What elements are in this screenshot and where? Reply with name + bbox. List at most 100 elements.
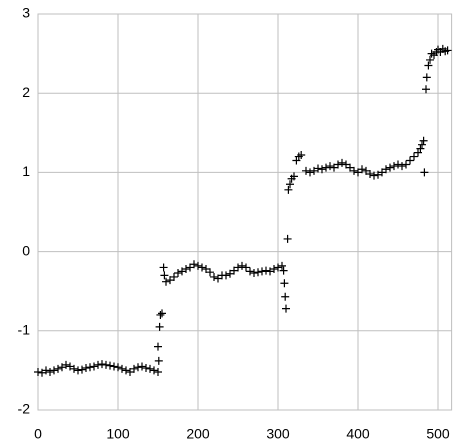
x-tick-label: 400 <box>346 426 370 442</box>
point <box>443 46 452 55</box>
point <box>159 263 168 272</box>
point <box>142 364 150 373</box>
x-tick-label: 0 <box>34 426 42 442</box>
point <box>306 168 314 177</box>
point <box>154 356 163 365</box>
point <box>410 152 418 161</box>
point <box>170 272 178 281</box>
point <box>206 268 214 277</box>
point <box>274 263 282 272</box>
point <box>318 165 326 174</box>
point <box>284 185 293 194</box>
point <box>42 366 50 375</box>
point <box>34 367 42 376</box>
point <box>297 150 306 159</box>
point <box>154 342 162 351</box>
point <box>282 304 290 313</box>
point <box>290 172 298 181</box>
point <box>402 160 410 169</box>
point <box>190 260 198 269</box>
point <box>262 266 270 275</box>
point <box>419 136 428 145</box>
point <box>338 158 346 167</box>
point <box>280 279 289 288</box>
point <box>158 309 166 318</box>
point <box>110 362 118 371</box>
point <box>416 144 425 153</box>
point <box>422 85 430 94</box>
point <box>90 362 98 371</box>
y-tick-label: -2 <box>18 401 31 417</box>
point <box>314 164 322 173</box>
point <box>46 367 54 376</box>
point <box>422 73 431 82</box>
point <box>238 261 246 270</box>
point <box>426 55 434 64</box>
point <box>210 272 218 281</box>
point <box>82 364 90 373</box>
point <box>94 360 102 369</box>
point <box>86 363 94 372</box>
plot-border <box>37 13 453 411</box>
point <box>122 366 130 375</box>
point <box>279 266 288 275</box>
point <box>398 162 406 171</box>
point <box>234 263 242 272</box>
point <box>162 277 170 286</box>
point <box>270 265 278 274</box>
point <box>146 364 154 373</box>
point <box>182 265 190 274</box>
point <box>222 271 230 280</box>
point <box>70 364 78 373</box>
point <box>174 268 182 277</box>
point <box>302 166 310 175</box>
point <box>50 366 58 375</box>
point <box>150 366 158 375</box>
point <box>283 234 292 243</box>
point <box>118 364 126 373</box>
x-tick-label: 100 <box>106 426 130 442</box>
point <box>326 162 334 171</box>
point <box>130 364 138 373</box>
point <box>102 360 110 369</box>
x-tick-label: 200 <box>186 426 210 442</box>
point <box>62 360 70 369</box>
y-tick-label: -1 <box>18 322 31 338</box>
x-tick-label: 500 <box>426 426 450 442</box>
point <box>54 364 62 373</box>
y-tick-label: 3 <box>22 5 30 21</box>
point <box>250 268 258 277</box>
point <box>406 156 414 165</box>
point <box>246 267 254 276</box>
point <box>254 268 262 277</box>
point <box>242 263 250 272</box>
point <box>334 160 342 169</box>
y-tick-label: 2 <box>22 84 30 100</box>
point <box>258 267 266 276</box>
x-tick-label: 300 <box>266 426 290 442</box>
point <box>154 367 162 376</box>
point <box>194 261 202 270</box>
point <box>134 363 142 372</box>
point <box>420 168 429 177</box>
point <box>390 162 398 171</box>
point <box>198 263 206 272</box>
point <box>106 361 114 370</box>
point <box>394 160 402 169</box>
point <box>286 180 294 189</box>
point <box>155 322 164 331</box>
point <box>366 169 374 178</box>
y-tick-label: 1 <box>22 163 30 179</box>
y-tick-label: 0 <box>22 242 30 258</box>
point <box>78 365 86 374</box>
point <box>418 140 426 149</box>
point <box>138 362 146 371</box>
point <box>350 166 358 175</box>
point <box>358 165 366 174</box>
point <box>278 261 286 270</box>
point <box>114 363 122 372</box>
point <box>382 165 390 174</box>
point <box>386 163 394 172</box>
point <box>281 292 290 301</box>
